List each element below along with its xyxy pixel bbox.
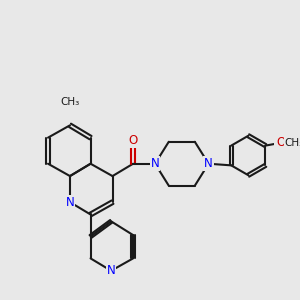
Text: N: N bbox=[107, 264, 116, 277]
Text: N: N bbox=[66, 196, 74, 208]
Text: O: O bbox=[276, 136, 285, 149]
Text: O: O bbox=[128, 134, 138, 147]
Text: CH₃: CH₃ bbox=[60, 97, 80, 107]
Text: CH₃: CH₃ bbox=[285, 138, 300, 148]
Text: N: N bbox=[204, 157, 213, 170]
Text: N: N bbox=[151, 157, 159, 170]
